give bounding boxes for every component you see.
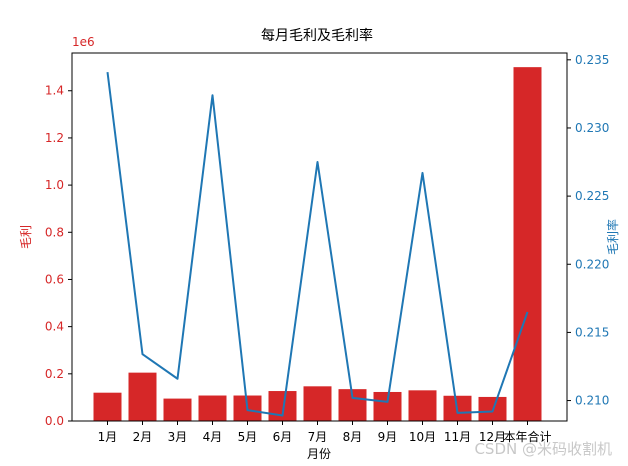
right-y-tick-label: 0.215 — [575, 325, 609, 339]
x-tick-label: 3月 — [168, 430, 188, 444]
x-tick-label: 11月 — [444, 430, 471, 444]
chart-title: 每月毛利及毛利率 — [261, 27, 373, 44]
right-y-tick-label: 0.225 — [575, 189, 609, 203]
left-y-tick-label: 0.4 — [45, 320, 64, 334]
left-y-tick-label: 1.4 — [45, 84, 64, 98]
x-tick-label: 1月 — [98, 430, 118, 444]
right-y-tick-label: 0.230 — [575, 121, 609, 135]
left-y-axis-ticks: 0.0 0.2 0.4 0.6 0.8 1.0 1.2 1.4 — [45, 84, 72, 428]
plot-frame — [71, 52, 568, 422]
bar-本年合计 — [513, 67, 542, 422]
watermark: CSDN @米码收割机 — [474, 440, 612, 458]
left-y-tick-label: 0.8 — [45, 225, 64, 239]
left-y-tick-label: 0.2 — [45, 367, 64, 381]
right-y-axis-label: 毛利率 — [605, 219, 620, 255]
left-y-tick-label: 0.6 — [45, 272, 64, 286]
x-tick-label: 本年合计 — [503, 429, 551, 444]
x-tick-label: 2月 — [133, 430, 153, 444]
x-tick-label: 9月 — [378, 430, 398, 444]
left-axis-offset-text: 1e6 — [72, 35, 95, 49]
right-y-tick-label: 0.235 — [575, 53, 609, 67]
line-series — [106, 71, 529, 417]
right-y-tick-label: 0.210 — [575, 394, 609, 408]
left-y-tick-label: 1.2 — [45, 131, 64, 145]
bar-3月 — [163, 398, 192, 421]
bar-7月 — [303, 386, 332, 421]
bar-2月 — [128, 372, 157, 421]
right-y-axis-ticks: 0.210 0.215 0.220 0.225 0.230 0.235 — [567, 53, 609, 408]
right-y-tick-label: 0.220 — [575, 257, 609, 271]
x-tick-label: 10月 — [409, 430, 436, 444]
bar-4月 — [198, 395, 227, 421]
bar-series — [93, 67, 542, 422]
left-y-axis-label: 毛利 — [19, 225, 33, 249]
bar-10月 — [408, 390, 437, 421]
gross-margin-rate-line — [106, 71, 529, 417]
x-tick-label: 4月 — [203, 430, 223, 444]
x-tick-label: 7月 — [308, 430, 328, 444]
x-axis-label: 月份 — [307, 447, 331, 461]
left-y-tick-label: 1.0 — [45, 178, 64, 192]
bar-1月 — [93, 392, 122, 421]
x-tick-label: 8月 — [343, 430, 363, 444]
x-tick-label: 5月 — [238, 430, 258, 444]
left-y-tick-label: 0.0 — [45, 414, 64, 428]
x-tick-label: 12月 — [479, 430, 506, 444]
x-tick-label: 6月 — [273, 430, 293, 444]
